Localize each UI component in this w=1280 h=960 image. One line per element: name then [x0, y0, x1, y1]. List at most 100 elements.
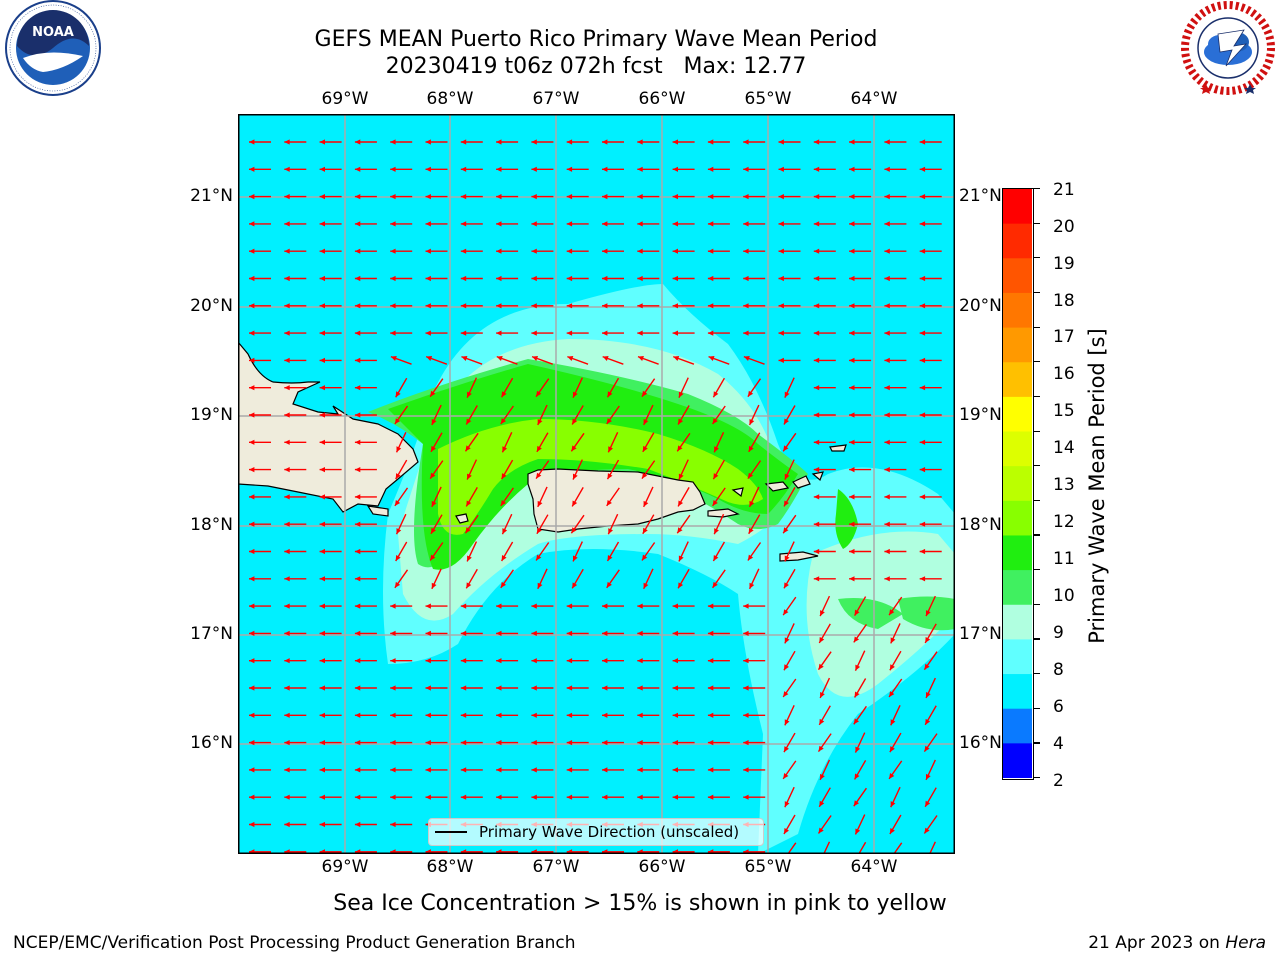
wave-direction-arrow — [884, 548, 907, 555]
wave-direction-arrow — [390, 821, 413, 828]
lat-label-left-21n: 21°N — [190, 186, 233, 206]
wave-direction-arrow — [425, 221, 448, 227]
colorbar-swatch — [1003, 189, 1032, 225]
wave-direction-arrow — [249, 494, 271, 500]
wave-direction-arrow — [284, 685, 307, 691]
wave-direction-arrow — [813, 303, 836, 309]
colorbar-tick-17: 17 — [1053, 327, 1075, 347]
wave-direction-arrow — [460, 794, 483, 800]
wave-direction-arrow — [284, 221, 307, 227]
wave-direction-arrow — [713, 513, 725, 535]
wave-direction-arrow — [884, 139, 907, 145]
wave-direction-arrow — [572, 541, 583, 562]
wave-direction-arrow — [319, 521, 342, 527]
colorbar-label: Primary Wave Mean Period [s] — [1085, 328, 1109, 644]
wave-direction-arrow — [425, 658, 448, 664]
wave-direction-arrow — [531, 794, 554, 800]
wave-direction-arrow — [747, 378, 762, 398]
lat-label-right-21n: 21°N — [959, 186, 1002, 206]
wave-direction-arrow — [566, 248, 589, 254]
wave-direction-arrow — [919, 248, 942, 254]
wave-direction-arrow — [858, 841, 867, 854]
wave-direction-arrow — [496, 739, 519, 746]
wave-direction-arrow — [849, 139, 872, 145]
wave-direction-arrow — [319, 603, 342, 609]
wave-direction-arrow — [672, 658, 695, 664]
wave-direction-arrow — [531, 221, 554, 227]
wave-direction-arrow — [707, 603, 730, 609]
wave-direction-arrow — [890, 705, 901, 726]
wave-direction-arrow — [390, 767, 413, 773]
wave-direction-arrow — [496, 767, 519, 773]
wave-direction-arrow — [501, 432, 513, 453]
wave-direction-arrow — [849, 330, 872, 336]
lon-label-bottom-66w: 66°W — [638, 857, 686, 877]
colorbar-swatch — [1003, 223, 1032, 259]
colorbar-tick-mark — [1034, 499, 1040, 501]
wave-direction-arrow — [249, 221, 271, 227]
wave-direction-arrow — [496, 166, 519, 172]
wave-direction-arrow — [354, 466, 377, 473]
wave-direction-arrow — [919, 439, 942, 445]
lat-label-left-20n: 20°N — [190, 296, 233, 316]
wave-direction-arrow — [778, 330, 801, 336]
wave-direction-arrow — [924, 623, 937, 644]
wave-direction-arrow — [429, 542, 444, 561]
wave-direction-arrow — [707, 658, 730, 664]
wave-direction-arrow — [849, 521, 872, 527]
wave-direction-arrow — [319, 630, 342, 637]
wave-direction-arrow — [637, 193, 660, 200]
wave-direction-arrow — [284, 576, 307, 582]
lon-label-bottom-69w: 69°W — [321, 857, 369, 877]
wave-direction-arrow — [919, 466, 942, 473]
wave-direction-arrow — [354, 248, 377, 254]
colorbar-tick-14: 14 — [1053, 438, 1075, 458]
wave-direction-arrow — [743, 767, 766, 773]
wave-direction-arrow — [813, 193, 836, 200]
wave-direction-arrow — [531, 248, 554, 254]
wave-direction-arrow — [813, 576, 836, 582]
wave-direction-arrow — [849, 193, 872, 200]
wave-direction-arrow — [641, 542, 656, 561]
wave-direction-arrow — [531, 355, 553, 365]
wave-direction-arrow — [354, 548, 377, 555]
wave-direction-arrow — [496, 139, 519, 145]
wave-direction-arrow — [707, 193, 730, 200]
wave-direction-arrow — [672, 166, 695, 172]
wave-direction-arrow — [602, 221, 624, 227]
wave-direction-arrow — [284, 658, 307, 664]
wave-direction-arrow — [707, 303, 730, 309]
wave-direction-arrow — [823, 841, 831, 854]
wave-direction-arrow — [677, 405, 690, 425]
wave-direction-arrow — [460, 303, 483, 309]
wave-direction-arrow — [249, 412, 271, 418]
wave-direction-arrow — [496, 303, 519, 309]
wave-direction-arrow — [464, 432, 479, 452]
wave-direction-arrow — [672, 739, 695, 746]
wave-direction-arrow — [672, 712, 695, 718]
colorbar-tick-mark — [1034, 465, 1040, 467]
wave-direction-arrow — [884, 248, 907, 254]
wave-direction-arrows — [249, 139, 942, 854]
wave-direction-arrow — [606, 569, 620, 589]
colorbar-tick-19: 19 — [1053, 254, 1075, 274]
wave-direction-arrow — [284, 248, 307, 254]
wave-direction-arrow — [707, 630, 730, 637]
wave-direction-arrow — [425, 603, 448, 609]
wave-direction-arrow — [884, 439, 907, 445]
wave-direction-arrow — [637, 658, 660, 664]
wave-direction-arrow — [849, 548, 872, 555]
wave-direction-arrow — [919, 576, 942, 582]
wave-direction-arrow — [819, 595, 831, 617]
virgin-islands-2 — [792, 475, 811, 489]
wave-direction-arrow — [566, 685, 589, 691]
wave-direction-arrow — [884, 521, 907, 527]
colorbar-tick-20: 20 — [1053, 217, 1075, 237]
wave-direction-arrow — [925, 677, 936, 699]
wave-direction-arrow — [743, 139, 766, 145]
wave-direction-arrow — [284, 494, 307, 500]
wave-direction-arrow — [536, 432, 549, 453]
wave-direction-arrow — [572, 377, 583, 398]
legend-label: Primary Wave Direction (unscaled) — [479, 823, 740, 841]
wave-direction-arrow — [319, 685, 342, 691]
